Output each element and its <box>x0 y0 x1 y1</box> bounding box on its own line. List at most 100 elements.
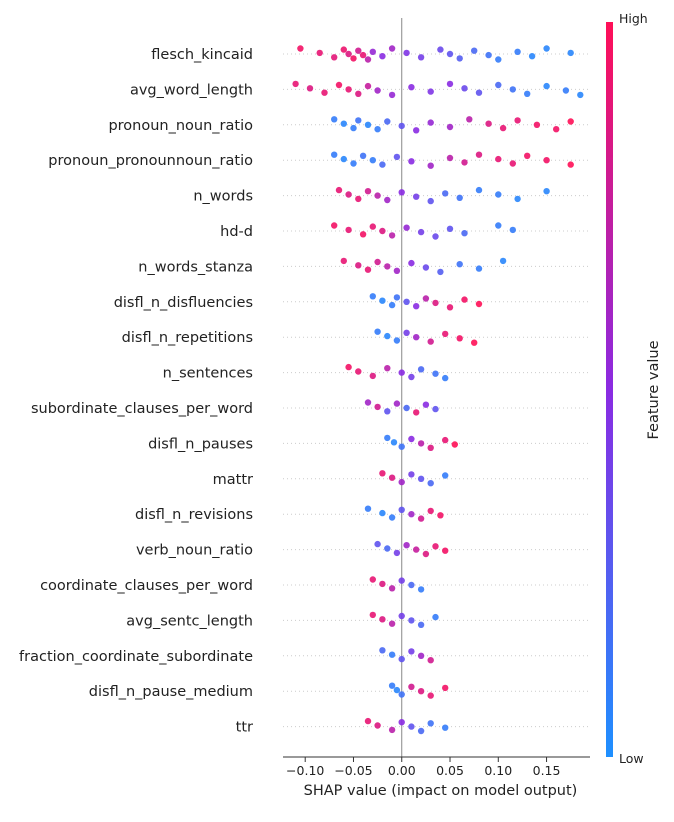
shap-point <box>379 616 386 623</box>
colorbar-high-label: High <box>619 11 648 26</box>
shap-point <box>417 475 425 482</box>
shap-point <box>422 550 430 558</box>
grid-lines <box>283 53 590 728</box>
shap-point <box>499 124 507 132</box>
shap-point <box>408 373 415 381</box>
shap-point <box>364 56 372 63</box>
shap-point <box>456 261 463 268</box>
shap-point <box>427 197 434 205</box>
shap-point <box>437 268 444 276</box>
shap-point <box>422 295 430 302</box>
shap-point <box>369 372 376 380</box>
shap-point <box>495 155 502 163</box>
shap-point <box>543 82 550 90</box>
shap-point <box>553 126 560 133</box>
shap-point <box>355 368 362 375</box>
shap-point <box>384 545 391 552</box>
shap-point <box>398 369 405 376</box>
shap-point <box>456 55 463 62</box>
shap-point <box>321 89 328 96</box>
colorbar-low-label: Low <box>619 751 644 766</box>
shap-point <box>442 436 449 444</box>
shap-point <box>417 621 425 628</box>
shap-point <box>417 515 425 522</box>
shap-point <box>388 682 396 689</box>
shap-point <box>345 191 352 198</box>
feature-labels: flesch_kincaid avg_word_length pronoun_nou… <box>19 47 253 736</box>
shap-point <box>562 87 570 94</box>
shap-point <box>432 233 439 240</box>
shap-point <box>390 439 398 446</box>
shap-point <box>442 547 449 554</box>
shap-point <box>384 196 391 204</box>
shap-point <box>495 56 502 63</box>
shap-point <box>442 330 449 338</box>
shap-point <box>398 719 405 726</box>
shap-point <box>543 157 550 164</box>
shap-point <box>359 231 367 238</box>
shap-point <box>408 435 415 443</box>
shap-point <box>413 409 420 416</box>
shap-point <box>427 162 434 169</box>
shap-point <box>388 474 396 481</box>
shap-point <box>524 152 531 159</box>
feature-label: disfl_n_repetitions <box>122 330 253 346</box>
shap-point <box>408 471 415 478</box>
shap-point <box>577 91 584 99</box>
shap-point <box>427 119 434 126</box>
shap-point <box>345 86 352 93</box>
shap-point <box>403 224 410 231</box>
shap-point <box>388 651 396 658</box>
shap-point <box>403 404 410 412</box>
shap-point <box>427 338 434 345</box>
shap-point <box>374 403 381 411</box>
shap-point <box>369 48 376 55</box>
shap-point <box>413 334 420 341</box>
feature-label: coordinate_clauses_per_word <box>40 578 253 594</box>
shap-point <box>408 683 415 690</box>
shap-point <box>495 222 502 229</box>
shap-point <box>475 89 483 96</box>
shap-point <box>374 328 381 335</box>
shap-point <box>388 232 396 239</box>
shap-point <box>393 400 401 407</box>
shap-point <box>408 581 415 589</box>
feature-label: n_sentences <box>163 366 253 382</box>
shap-point <box>413 546 420 553</box>
shap-point <box>427 507 434 515</box>
shap-point <box>398 612 405 620</box>
shap-point <box>475 151 483 158</box>
shap-point <box>393 549 401 557</box>
shap-point <box>384 365 391 372</box>
feature-label: avg_word_length <box>130 82 253 98</box>
shap-point <box>403 542 410 549</box>
feature-label: pronoun_noun_ratio <box>108 118 253 134</box>
feature-label: avg_sentc_length <box>126 613 253 629</box>
shap-point <box>475 186 483 194</box>
shap-point <box>374 126 381 133</box>
shap-point <box>388 726 396 734</box>
shap-point <box>364 717 372 725</box>
shap-point <box>417 652 425 659</box>
shap-point <box>471 339 478 346</box>
shap-point <box>499 257 507 265</box>
shap-point <box>388 585 396 592</box>
shap-point <box>442 684 449 692</box>
shap-point <box>340 120 347 127</box>
x-tick-label: 0.15 <box>533 763 561 778</box>
shap-point <box>422 401 430 408</box>
shap-point <box>388 514 396 521</box>
shap-point <box>446 225 454 232</box>
shap-point <box>437 512 444 519</box>
shap-point <box>398 655 405 663</box>
shap-point <box>306 85 314 92</box>
x-tick-label: 0.10 <box>484 763 512 778</box>
shap-point <box>403 329 410 336</box>
shap-point <box>364 266 372 273</box>
feature-label: disfl_n_revisions <box>135 507 253 523</box>
shap-points <box>292 45 584 735</box>
shap-point <box>359 152 367 159</box>
shap-point <box>442 724 449 731</box>
shap-point <box>446 304 454 311</box>
shap-point <box>345 363 352 371</box>
